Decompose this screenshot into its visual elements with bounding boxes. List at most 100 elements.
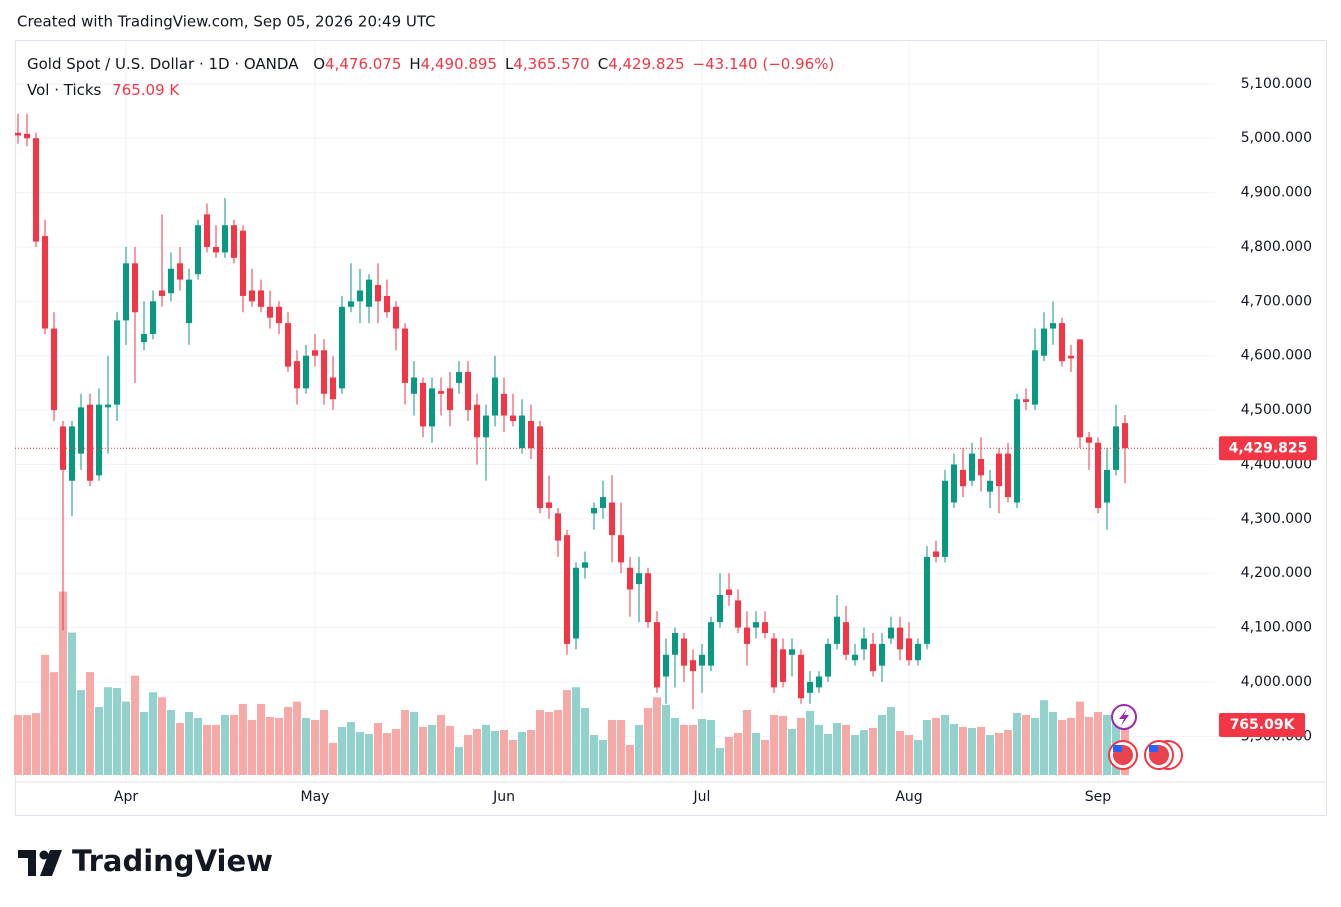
candle-body [213, 246, 219, 253]
candle-body [654, 622, 660, 688]
candle-body [843, 622, 849, 655]
candle-body [798, 654, 804, 699]
volume-name: Vol · Ticks [27, 81, 102, 99]
volume-bar [77, 690, 85, 775]
candle-body [870, 643, 876, 672]
volume-bar [320, 709, 328, 775]
volume-bar [1103, 714, 1111, 775]
volume-bar [68, 632, 76, 775]
volume-bar [545, 711, 553, 775]
candle-body [1077, 339, 1083, 438]
candle-body [645, 573, 651, 623]
volume-bar [761, 739, 769, 775]
volume-bar [563, 690, 571, 775]
candle-body [636, 573, 642, 585]
candle-body [834, 616, 840, 644]
volume-bar [230, 714, 238, 775]
ohlc-key: L [505, 55, 514, 73]
volume-bar [1022, 714, 1030, 775]
ohlc-key: H [409, 55, 420, 73]
lightning [1119, 709, 1129, 726]
candle-body [573, 567, 579, 639]
volume-bar [518, 731, 526, 775]
volume-legend: Vol · Ticks 765.09 K [27, 81, 180, 99]
volume-bar [716, 747, 724, 775]
volume-bar [950, 723, 958, 775]
candle-body [1068, 355, 1074, 359]
volume-bar [140, 711, 148, 775]
candle-body [483, 415, 489, 438]
volume-bar [266, 716, 274, 775]
candle-body [285, 323, 291, 367]
y-tick-label: 4,900.000 [1241, 185, 1312, 201]
volume-bar [770, 714, 778, 775]
candle-body [132, 263, 138, 313]
brand: TradingView [72, 844, 273, 878]
volume-bar [689, 724, 697, 775]
candle-body [123, 263, 129, 321]
candle-body [879, 643, 885, 666]
volume-bar [275, 717, 283, 775]
volume-bar [293, 701, 301, 775]
last-volume-label: 765.09K [1230, 717, 1296, 733]
candle-body [231, 225, 237, 258]
volume-bar [833, 722, 841, 775]
volume-bar [671, 717, 679, 775]
candle-body [321, 350, 327, 394]
volume-bar [302, 717, 310, 775]
candle-body [753, 622, 759, 628]
candle-body [546, 502, 552, 508]
volume-bar [752, 732, 760, 775]
volume-bar [698, 718, 706, 775]
ohlc-value: 4,476.075 [325, 55, 401, 73]
volume-bar [581, 707, 589, 775]
y-tick-label: 4,300.000 [1241, 511, 1312, 527]
candle-body [465, 372, 471, 411]
volume-bar [653, 697, 661, 775]
volume-bar [644, 707, 652, 775]
y-tick-label: 5,000.000 [1241, 130, 1312, 146]
candle-body [492, 377, 498, 416]
volume-bar [995, 732, 1003, 775]
volume-bar [743, 709, 751, 775]
volume-bar [923, 719, 931, 775]
volume-bar [428, 724, 436, 775]
candle-body [537, 426, 543, 508]
y-tick-label: 4,600.000 [1241, 348, 1312, 364]
ohlc-key: O [313, 55, 325, 73]
volume-bar [239, 703, 247, 775]
ohlc-value: 4,365.570 [513, 55, 589, 73]
candle-body [852, 654, 858, 661]
header: Created with TradingView.com, Sep 05, 20… [17, 13, 436, 31]
volume-bar [347, 721, 355, 775]
volume-bar [338, 726, 346, 775]
volume-bar [986, 735, 994, 775]
candle-body [690, 660, 696, 672]
candle-body [726, 589, 732, 595]
volume-bar [185, 711, 193, 775]
volume-bar [842, 724, 850, 775]
ohlc-key: C [598, 55, 608, 73]
ohlc-value: 4,429.825 [608, 55, 684, 73]
candle-body [276, 306, 282, 324]
volume-bar [311, 719, 319, 775]
volume-bar [176, 722, 184, 775]
candle-body [87, 404, 93, 481]
candle-body [582, 562, 588, 568]
candle-body [1095, 442, 1101, 508]
volume-bar [914, 739, 922, 775]
volume-bar [104, 687, 112, 775]
volume-bar [50, 672, 58, 775]
candle-body [663, 654, 669, 677]
volume-bar [248, 719, 256, 775]
candle-body [177, 263, 183, 280]
volume-bar [491, 730, 499, 775]
candle-body [528, 420, 534, 449]
candle-body [906, 638, 912, 661]
volume-bar [1085, 716, 1093, 775]
candle-body [312, 350, 318, 356]
candle-body [564, 535, 570, 644]
candle-body [915, 643, 921, 661]
volume-bar [455, 746, 463, 775]
volume-bar [14, 714, 22, 775]
